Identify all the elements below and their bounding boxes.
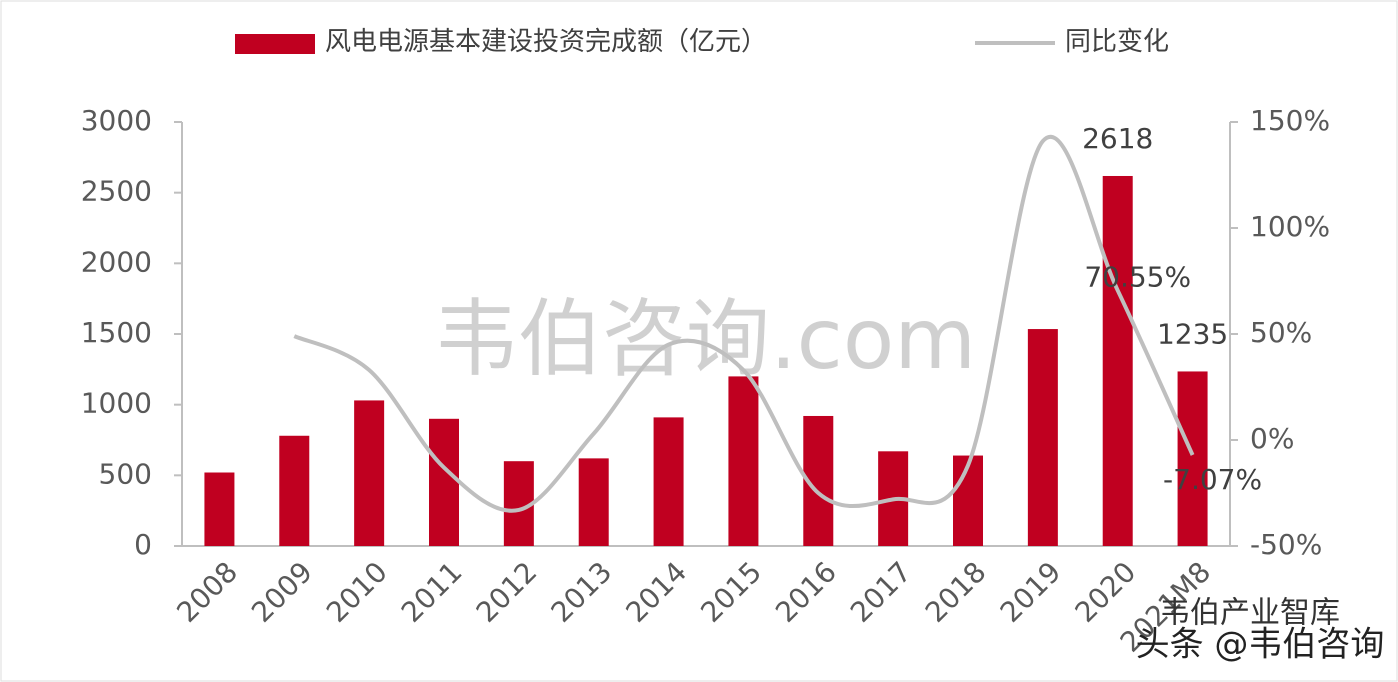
bar [953, 455, 983, 546]
value-label: -7.07% [1163, 463, 1262, 496]
bar [1027, 329, 1058, 546]
legend-label: 风电电源基本建设投资完成额（亿元） [325, 27, 767, 57]
y-tick-label: 500 [99, 457, 152, 490]
x-tick-label: 2016 [769, 555, 843, 629]
bar [578, 458, 609, 546]
watermark: 韦伯咨询.com [434, 290, 976, 388]
x-tick-label: 2009 [245, 555, 319, 629]
y2-tick-label: 0% [1250, 422, 1294, 455]
bar [1102, 175, 1133, 547]
y-tick-label: 2000 [81, 245, 152, 278]
x-tick-label: 2014 [619, 555, 693, 629]
value-label: 1235 [1157, 317, 1228, 350]
x-tick-label: 2008 [170, 555, 244, 629]
x-tick-label: 2012 [470, 555, 544, 629]
watermark: 头条 @韦伯咨询 [1136, 625, 1385, 665]
x-tick-label: 2017 [844, 555, 918, 629]
y-tick-label: 1000 [81, 387, 152, 420]
bar [279, 435, 310, 546]
x-tick-label: 2015 [694, 555, 768, 629]
bar [653, 417, 684, 546]
y-tick-label: 2500 [81, 175, 152, 208]
y-tick-label: 3000 [81, 104, 152, 137]
x-tick-label: 2011 [395, 555, 469, 629]
value-label: 70.55% [1084, 260, 1191, 293]
bar [354, 400, 385, 546]
bar [1177, 371, 1208, 546]
y-tick-label: 0 [134, 528, 152, 561]
bar [728, 376, 759, 546]
y2-tick-label: -50% [1250, 528, 1322, 561]
x-tick-label: 2010 [320, 555, 394, 629]
y-tick-label: 1500 [81, 316, 152, 349]
y2-tick-label: 100% [1250, 210, 1330, 243]
bar [429, 418, 459, 546]
x-tick-label: 2018 [919, 555, 993, 629]
legend-label: 同比变化 [1065, 27, 1169, 57]
y2-tick-label: 150% [1250, 104, 1330, 137]
bar [204, 472, 235, 546]
x-tick-label: 2013 [545, 555, 619, 629]
y2-tick-label: 50% [1250, 316, 1312, 349]
x-tick-label: 2019 [994, 555, 1068, 629]
legend-swatch [235, 34, 315, 54]
line [293, 135, 1195, 513]
value-label: 2618 [1082, 122, 1153, 155]
watermark: 韦伯产业智库 [1160, 596, 1340, 631]
